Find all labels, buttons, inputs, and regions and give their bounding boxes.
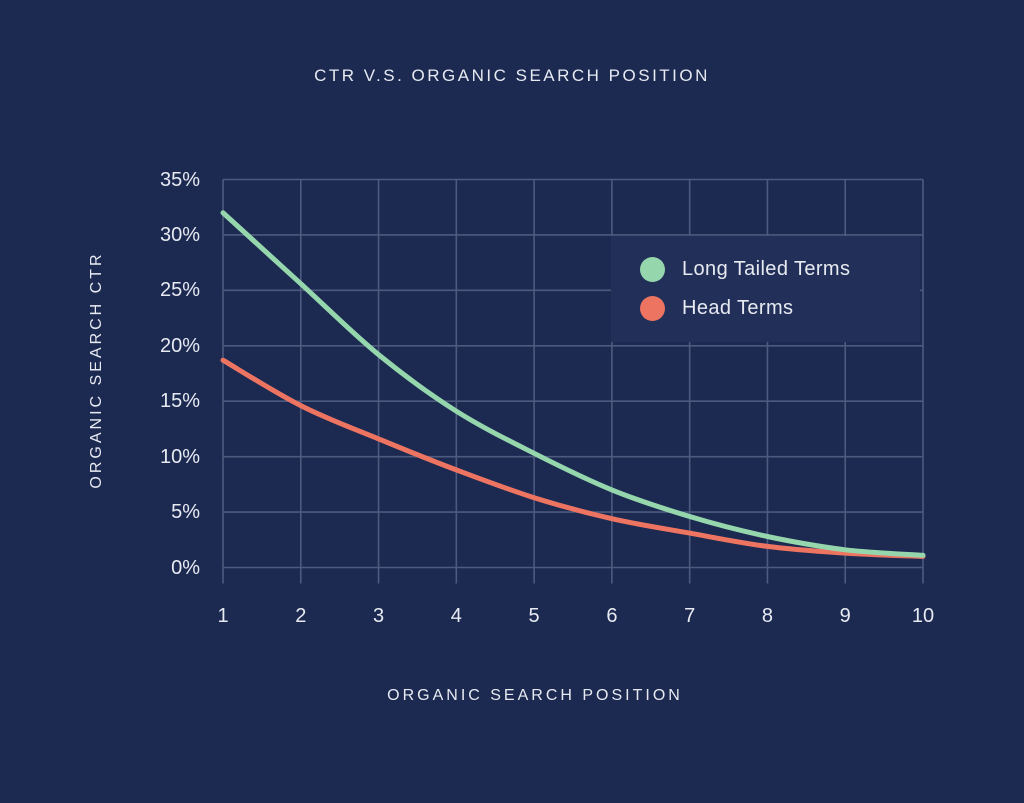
x-tick-label: 7 xyxy=(684,605,696,627)
y-tick-label: 0% xyxy=(171,556,200,579)
series-line-head-terms xyxy=(220,357,926,559)
x-tick-label: 8 xyxy=(761,605,773,627)
y-tick-label: 30% xyxy=(159,223,200,246)
x-axis-title: ORGANIC SEARCH POSITION xyxy=(387,687,683,704)
y-tick-label: 15% xyxy=(159,390,200,413)
y-tick-label: 20% xyxy=(159,334,200,357)
x-tick-label: 5 xyxy=(528,605,540,627)
x-tick-label: 9 xyxy=(839,605,851,627)
head-terms-marker-icon xyxy=(640,296,665,321)
chart-title: CTR V.S. ORGANIC SEARCH POSITION xyxy=(314,66,710,85)
y-tick-label: 35% xyxy=(159,168,200,191)
x-tick-label: 2 xyxy=(295,605,307,627)
x-tick-label: 6 xyxy=(606,605,618,627)
y-tick-label: 25% xyxy=(159,279,200,302)
x-tick-label: 3 xyxy=(372,605,385,627)
legend-item-head-terms: Head Terms xyxy=(640,296,920,321)
x-tick-label: 4 xyxy=(450,605,462,627)
x-tick-label: 10 xyxy=(911,605,935,627)
series-line-long-tailed-terms xyxy=(220,210,926,558)
long-tailed-terms-marker-icon xyxy=(640,257,665,282)
legend-label-head-terms: Head Terms xyxy=(682,297,794,319)
y-tick-label: 10% xyxy=(159,445,200,468)
x-tick-label: 1 xyxy=(217,605,229,627)
y-tick-label: 5% xyxy=(171,501,200,524)
legend-item-long-tailed-terms: Long Tailed Terms xyxy=(640,257,920,282)
legend-label-long-tailed-terms: Long Tailed Terms xyxy=(682,258,851,280)
legend: Long Tailed Terms Head Terms xyxy=(611,236,920,342)
